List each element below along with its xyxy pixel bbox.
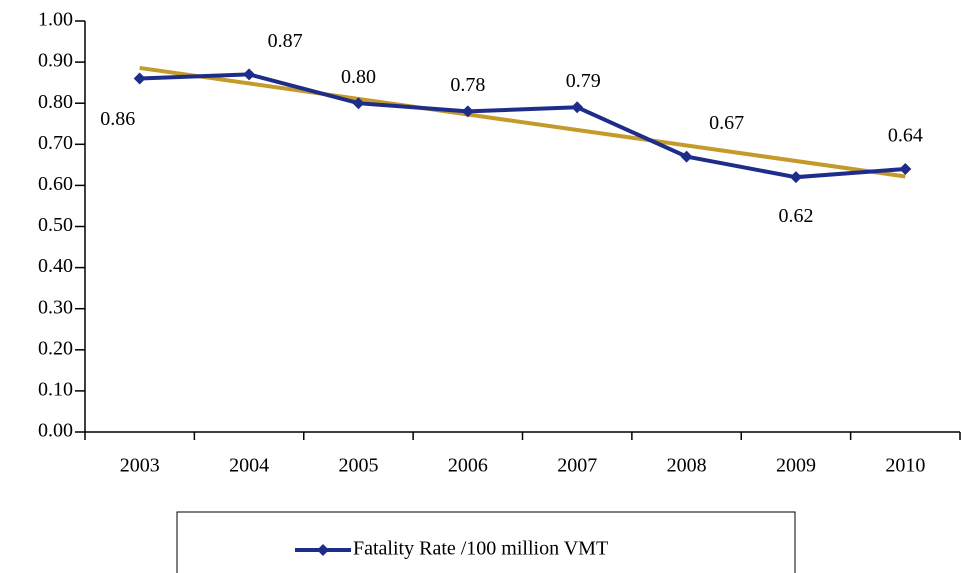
y-tick-label: 0.40 [38,255,73,277]
y-tick-label: 0.10 [38,378,73,400]
data-point [899,162,912,175]
y-tick-label: 0.90 [38,50,73,72]
x-tick-label: 2010 [885,455,925,477]
data-point [680,150,693,163]
y-tick-label: 0.70 [38,132,73,154]
y-tick-label: 0.30 [38,296,73,318]
data-label: 0.67 [709,112,744,134]
data-point [461,105,474,118]
data-point [352,97,365,110]
data-label: 0.62 [778,205,813,227]
legend-marker [317,544,329,556]
y-tick-label: 1.00 [38,9,73,31]
data-label: 0.64 [888,125,923,147]
data-point [789,171,802,184]
series-line [139,72,906,180]
data-point [133,72,146,85]
x-tick-label: 2006 [448,455,488,477]
legend-label: Fatality Rate /100 million VMT [353,538,608,560]
x-tick-label: 2007 [557,455,597,477]
y-tick-label: 0.60 [38,173,73,195]
data-label: 0.78 [450,74,485,96]
x-tick-label: 2005 [338,455,378,477]
data-label: 0.86 [100,108,135,130]
data-label: 0.80 [341,66,376,88]
data-point [243,68,256,81]
x-tick-label: 2008 [667,455,707,477]
x-tick-label: 2009 [776,455,816,477]
y-tick-label: 0.50 [38,214,73,236]
y-tick-label: 0.20 [38,337,73,359]
trendline [139,65,906,179]
legend-box [176,511,796,573]
y-tick-label: 0.00 [38,420,73,442]
y-tick-label: 0.80 [38,91,73,113]
x-tick-label: 2003 [120,455,160,477]
data-label: 0.79 [566,70,601,92]
x-tick-label: 2004 [229,455,269,477]
data-point [571,101,584,114]
data-label: 0.87 [268,30,303,52]
